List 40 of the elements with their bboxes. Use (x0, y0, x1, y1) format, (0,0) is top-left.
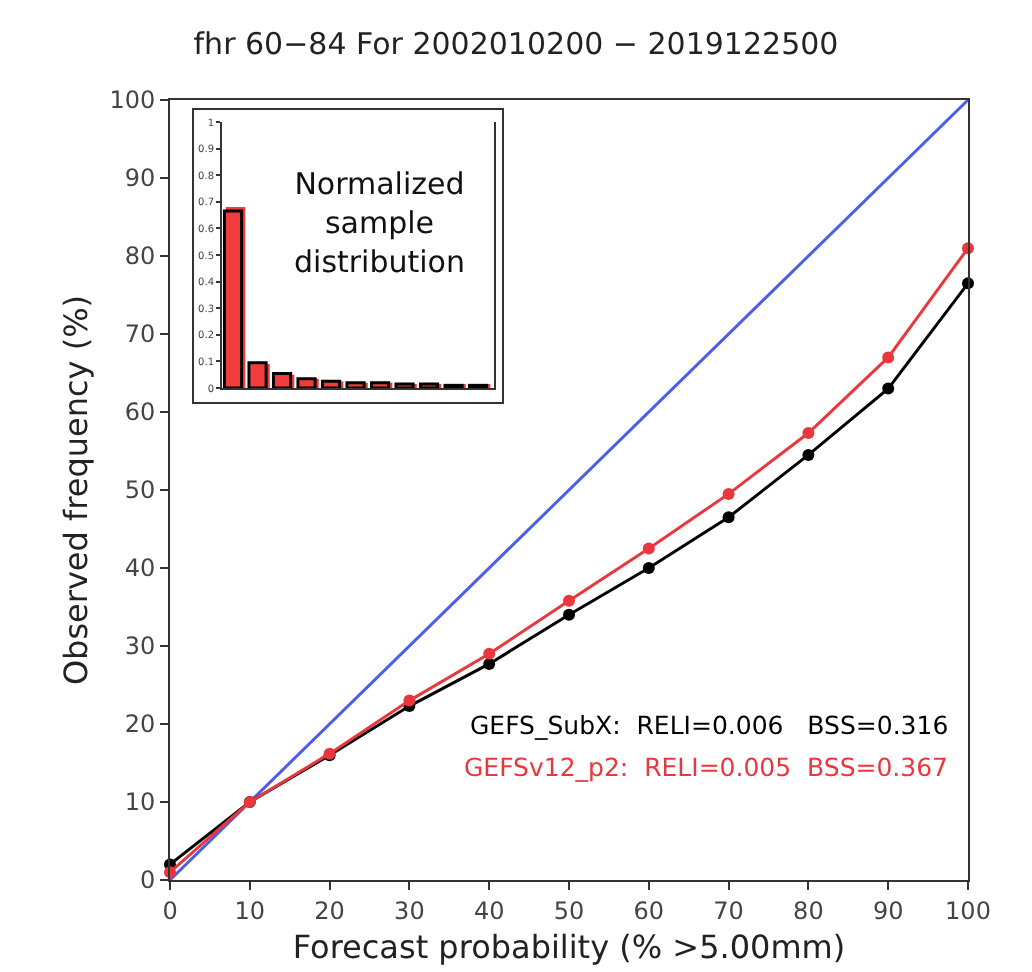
point (642, 562, 655, 574)
x-tick-label: 70 (713, 896, 744, 925)
point (802, 448, 815, 461)
x-tick-label: 100 (945, 896, 991, 925)
x-axis-title: Forecast probability (% >5.00mm) (292, 928, 846, 967)
text: GEFSv12_p2: RELI=0.005 BSS=0.367 (464, 752, 949, 782)
y-tick-label: 90 (124, 164, 156, 193)
y-tick-label: 60 (124, 398, 156, 427)
x-tick-label: 90 (872, 896, 904, 925)
y-tick-label: 20 (124, 710, 156, 739)
point (403, 694, 416, 707)
y-tick-label: 80 (124, 242, 156, 271)
point (802, 427, 815, 440)
annotation: Normalized sample distribution (294, 166, 465, 280)
x-tick-label: 0 (162, 896, 178, 925)
y-tick-label: 40 (124, 554, 156, 583)
point (722, 511, 735, 524)
point (882, 382, 895, 395)
y-tick-label: 10 (124, 788, 156, 817)
x-tick-label: 50 (553, 896, 585, 925)
x-tick-label: 80 (793, 896, 824, 925)
x-tick-label: 20 (314, 896, 345, 925)
point (882, 351, 895, 364)
y-tick-label: 70 (124, 320, 156, 349)
y-tick-label: 30 (124, 632, 156, 661)
point (563, 608, 575, 621)
series-label: GEFS_SubX: RELI=0.006 BSS=0.316 (470, 710, 949, 740)
point (722, 487, 735, 500)
chart-title: fhr 60−84 For 2002010200 − 2019122500 (193, 26, 839, 63)
x-tick-label: 10 (234, 896, 266, 925)
point (642, 542, 655, 555)
point (483, 647, 496, 660)
x-tick-label: 60 (633, 896, 665, 925)
point (563, 594, 575, 607)
y-tick-label: 100 (109, 86, 156, 115)
y-tick-label: 0 (139, 866, 156, 895)
x-tick-label: 40 (473, 896, 505, 925)
x-tick-label: 30 (394, 896, 425, 925)
y-axis-title: Observed frequency (%) (57, 294, 96, 686)
y-tick-label: 50 (124, 476, 156, 505)
